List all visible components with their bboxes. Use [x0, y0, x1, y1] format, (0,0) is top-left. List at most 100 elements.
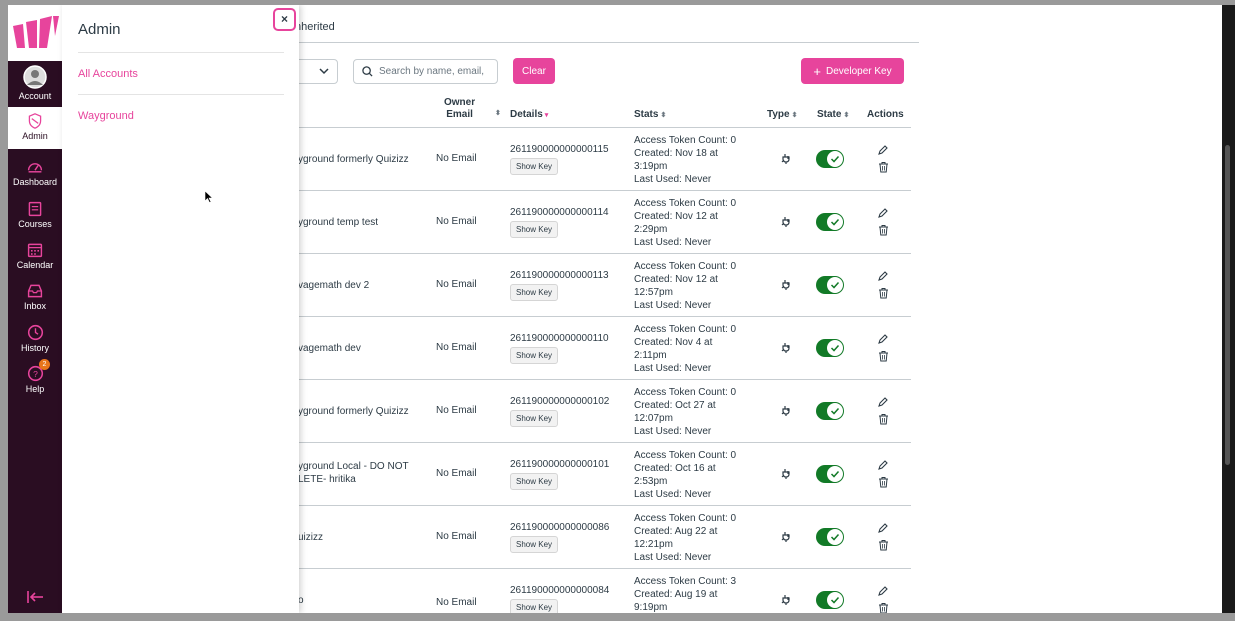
show-key-button[interactable]: Show Key [510, 158, 559, 175]
nav-dashboard[interactable]: Dashboard [8, 153, 62, 195]
trash-icon[interactable] [878, 539, 889, 551]
courses-icon [28, 201, 42, 217]
trash-icon[interactable] [878, 224, 889, 236]
nav-help[interactable]: ? 2 Help [8, 359, 62, 401]
key-stats: Access Token Count: 0 Created: Aug 22 at 1… [634, 512, 736, 564]
state-toggle[interactable] [816, 339, 844, 357]
trash-icon[interactable] [878, 161, 889, 173]
clear-button[interactable]: Clear [513, 58, 555, 84]
search-input[interactable] [379, 66, 494, 77]
add-developer-key-button[interactable]: + Developer Key [801, 58, 904, 84]
edit-icon[interactable] [877, 207, 889, 219]
key-id: 261190000000000113 [510, 270, 609, 281]
key-name-line: LETE- hritika [298, 474, 356, 485]
stats-line: 3:19pm [634, 161, 668, 172]
calendar-icon [27, 243, 43, 258]
lti-plug-icon [781, 217, 790, 227]
trash-icon[interactable] [878, 350, 889, 362]
edit-icon[interactable] [877, 585, 889, 597]
nav-inbox-label: Inbox [23, 301, 47, 311]
key-id: 261190000000000086 [510, 522, 610, 533]
edit-icon[interactable] [877, 270, 889, 282]
trash-icon[interactable] [878, 413, 889, 425]
header-owner-email[interactable]: Owner Email [444, 97, 475, 121]
nav-admin[interactable]: Admin [8, 107, 62, 149]
edit-icon[interactable] [877, 144, 889, 156]
owner-email: No Email [436, 216, 477, 227]
key-stats: Access Token Count: 0 Created: Nov 12 at 2… [634, 197, 736, 249]
stats-line: Created: Aug 19 at [634, 589, 718, 600]
header-owner-line2: Email [446, 109, 473, 120]
logo[interactable] [8, 5, 62, 61]
owner-email: No Email [436, 468, 477, 479]
key-name-line: yground temp test [298, 217, 379, 228]
header-stats[interactable]: Stats ⬍ [634, 109, 666, 120]
nav-inbox[interactable]: Inbox [8, 277, 62, 319]
edit-icon[interactable] [877, 333, 889, 345]
show-key-button[interactable]: Show Key [510, 221, 559, 238]
key-stats: Access Token Count: 0 Created: Nov 12 at 1… [634, 260, 736, 312]
nav-calendar[interactable]: Calendar [8, 236, 62, 278]
inbox-icon [27, 284, 43, 298]
trash-icon[interactable] [878, 287, 889, 299]
tray-link-wayground[interactable]: Wayground [78, 110, 134, 122]
nav-history[interactable]: History [8, 318, 62, 360]
table-row: vagemath dev 2 No Email 2611900000000001… [268, 254, 911, 317]
edit-icon[interactable] [877, 522, 889, 534]
window-scrollbar[interactable] [1222, 5, 1235, 613]
state-toggle[interactable] [816, 213, 844, 231]
show-key-button[interactable]: Show Key [510, 473, 559, 490]
scrollbar-thumb[interactable] [1225, 145, 1230, 465]
stats-line: 9:19pm [634, 602, 668, 613]
stats-line: Last Used: Never [634, 363, 712, 374]
state-toggle[interactable] [816, 276, 844, 294]
show-key-button[interactable]: Show Key [510, 347, 559, 364]
check-icon [830, 470, 840, 478]
state-toggle[interactable] [816, 528, 844, 546]
sort-icon: ⬍ [495, 110, 501, 117]
header-details[interactable]: Details ▾ [510, 109, 548, 120]
tab-inherited[interactable]: nherited [295, 21, 335, 33]
check-icon [830, 533, 840, 541]
key-id: 261190000000000114 [510, 207, 609, 218]
header-actions: Actions [867, 109, 904, 120]
state-toggle[interactable] [816, 465, 844, 483]
stats-line: Last Used: Never [634, 489, 712, 500]
toggle-knob [827, 592, 843, 608]
global-nav: Account Admin Dashboard Courses [8, 5, 62, 613]
table-row: yground Local - DO NOT LETE- hritika No E… [268, 443, 911, 506]
edit-icon[interactable] [877, 459, 889, 471]
collapse-nav-button[interactable] [25, 590, 45, 606]
show-key-button[interactable]: Show Key [510, 284, 559, 301]
show-key-button[interactable]: Show Key [510, 536, 559, 553]
lti-plug-icon [781, 343, 790, 353]
show-key-button[interactable]: Show Key [510, 599, 559, 613]
state-toggle[interactable] [816, 591, 844, 609]
nav-account[interactable]: Account [8, 63, 62, 105]
toggle-knob [827, 529, 843, 545]
lti-plug-icon [781, 595, 790, 605]
header-state[interactable]: State ⬍ [817, 109, 849, 120]
table-row: uizizz No Email 261190000000000086 Show … [268, 506, 911, 569]
tray-link-all-accounts[interactable]: All Accounts [78, 68, 138, 80]
edit-icon[interactable] [877, 396, 889, 408]
search-field[interactable] [353, 59, 498, 84]
nav-courses[interactable]: Courses [8, 195, 62, 237]
stats-line: Created: Nov 18 at [634, 148, 718, 159]
nav-admin-label: Admin [22, 131, 48, 141]
trash-icon[interactable] [878, 476, 889, 488]
close-tray-button[interactable]: × [273, 8, 296, 31]
stats-line: Created: Aug 22 at [634, 526, 718, 537]
stats-line: Access Token Count: 3 [634, 576, 737, 587]
show-key-button[interactable]: Show Key [510, 410, 559, 427]
stats-line: Created: Nov 12 at [634, 274, 718, 285]
state-toggle[interactable] [816, 150, 844, 168]
trash-icon[interactable] [878, 602, 889, 613]
header-state-label: State [817, 109, 842, 120]
check-icon [830, 407, 840, 415]
key-stats: Access Token Count: 0 Created: Nov 18 at 3… [634, 134, 736, 186]
owner-email: No Email [436, 279, 477, 290]
header-type[interactable]: Type ⬍ [767, 109, 797, 120]
state-toggle[interactable] [816, 402, 844, 420]
sort-desc-icon: ▾ [544, 112, 549, 119]
